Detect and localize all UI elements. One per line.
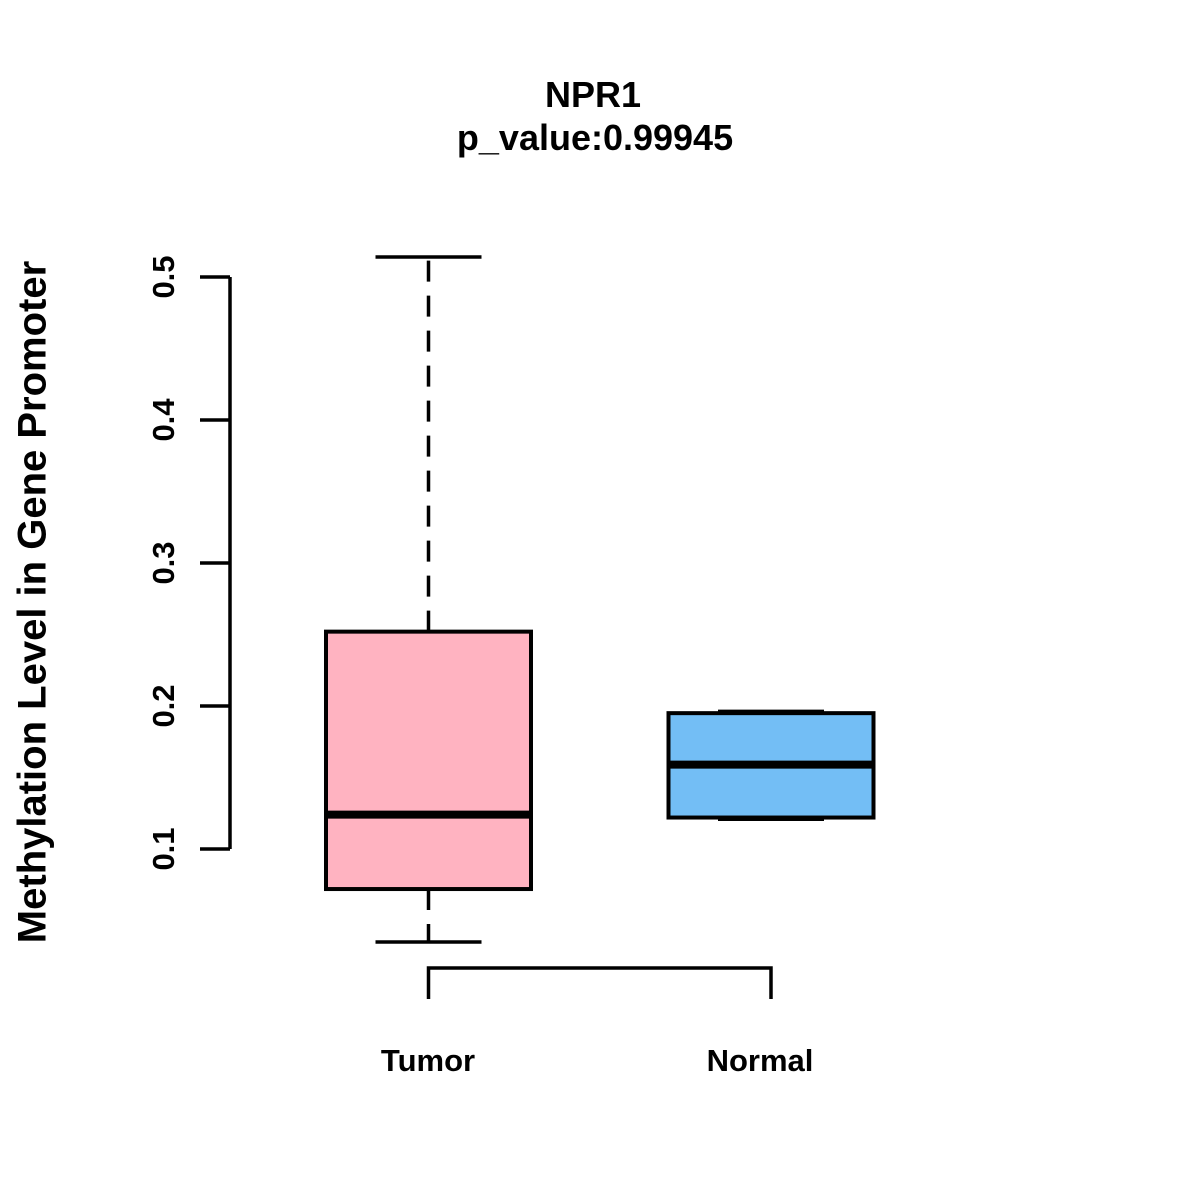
tumor-box bbox=[324, 629, 533, 892]
y-tick-label-0.5: 0.5 bbox=[146, 255, 181, 299]
category-label-normal: Normal bbox=[706, 1043, 814, 1078]
y-tick-label-0.3: 0.3 bbox=[146, 541, 181, 585]
chart-title: NPR1 bbox=[544, 74, 642, 115]
chart-subtitle-pvalue: p_value:0.99945 bbox=[456, 117, 734, 158]
category-label-tumor: Tumor bbox=[380, 1043, 476, 1078]
y-axis-label: Methylation Level in Gene Promoter bbox=[10, 260, 55, 944]
y-tick-label-0.4: 0.4 bbox=[146, 398, 181, 442]
y-tick-label-0.2: 0.2 bbox=[146, 684, 181, 728]
comparison-bracket bbox=[426, 966, 773, 999]
y-tick-label-0.1: 0.1 bbox=[146, 827, 181, 871]
